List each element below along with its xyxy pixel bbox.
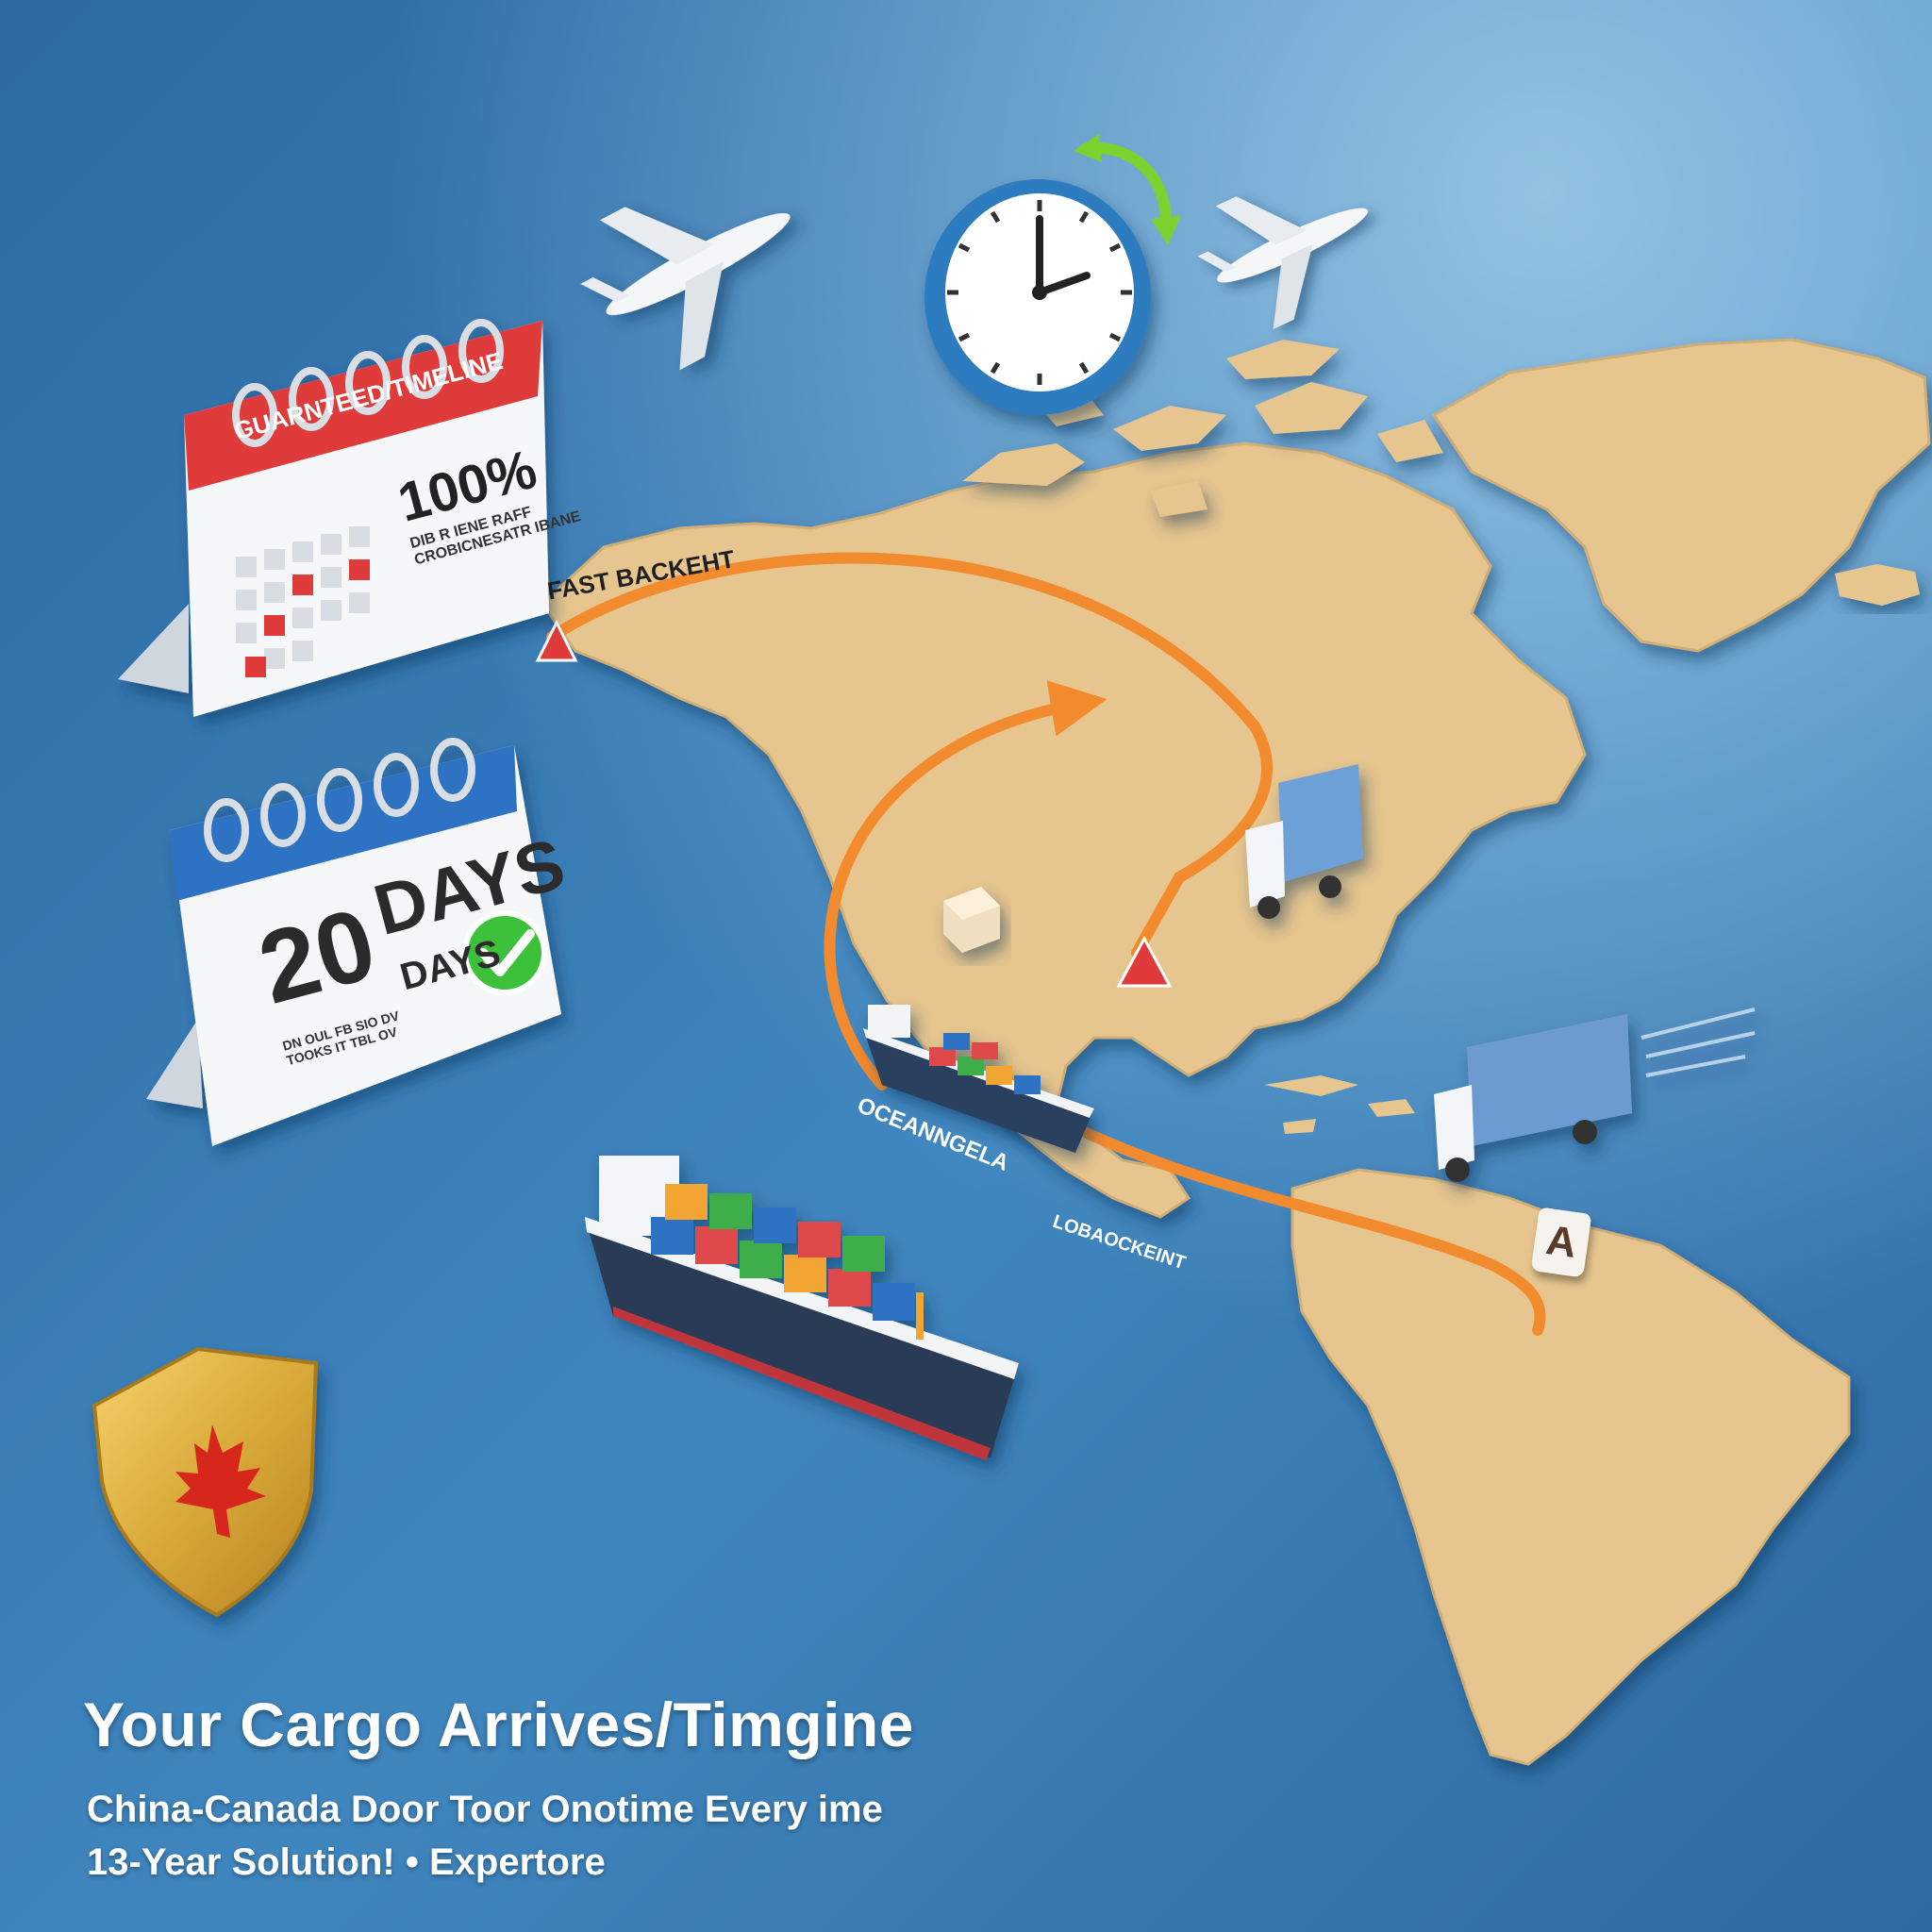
truck-icon — [1245, 764, 1363, 919]
location-marker-icon: A — [1530, 1207, 1592, 1278]
north-america-landmass — [541, 441, 1587, 1219]
route-arc-south — [1079, 1126, 1546, 1336]
clock-icon — [924, 179, 1151, 415]
shield-icon — [92, 1346, 319, 1618]
arctic-islands — [962, 340, 1443, 517]
warning-marker-icon — [535, 619, 578, 662]
airplane-icon — [1197, 196, 1368, 329]
package-icon — [943, 887, 1000, 953]
calendar-guaranteed — [118, 319, 549, 717]
check-icon — [462, 910, 547, 995]
greenland-landmass — [1431, 338, 1931, 653]
cargo-ship-icon — [863, 1005, 1094, 1153]
route-arc-inner — [824, 680, 1108, 1091]
route-arc-north — [546, 552, 1273, 958]
maple-leaf-icon — [175, 1424, 266, 1538]
marker-letter: A — [1542, 1217, 1580, 1267]
refresh-arrow-icon — [1079, 142, 1172, 232]
warning-marker-icon — [1116, 935, 1173, 988]
subheadline-1: China-Canada Door Toor Onotime Every ime — [87, 1789, 883, 1830]
truck-icon — [1434, 1008, 1756, 1182]
caribbean-islands — [1264, 1075, 1415, 1134]
cargo-ship-icon — [585, 1156, 1019, 1460]
headline: Your Cargo Arrives/Timgine — [83, 1690, 914, 1759]
south-america-landmass — [1291, 1168, 1851, 1766]
subheadline-2: 13-Year Solution! • Expertore — [87, 1841, 606, 1883]
calendar-20-days — [146, 738, 561, 1146]
iceland-landmass — [1835, 564, 1920, 606]
airplane-icon — [580, 207, 791, 371]
